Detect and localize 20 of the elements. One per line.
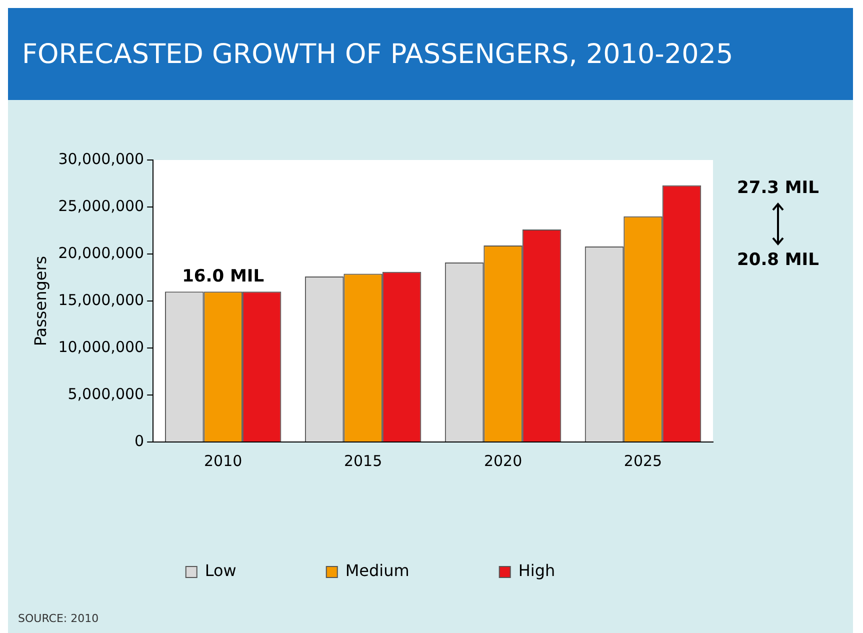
legend-label: Medium: [345, 561, 410, 580]
y-axis-title: Passengers: [30, 256, 50, 346]
annotation: 16.0 MIL: [182, 266, 264, 287]
x-tick-label: 2020: [484, 452, 522, 470]
y-tick-label: 10,000,000: [58, 338, 144, 356]
legend-label: High: [518, 561, 556, 580]
source-note: SOURCE: 2010: [17, 611, 100, 627]
chart-title: FORECASTED GROWTH OF PASSENGERS, 2010-2025: [8, 8, 853, 100]
y-tick-label: 30,000,000: [58, 150, 144, 168]
x-tick-label: 2010: [204, 452, 242, 470]
text: 27.3 MIL: [737, 178, 819, 198]
x-tick-label: 2025: [624, 452, 662, 470]
y-tick-label: 20,000,000: [58, 244, 144, 262]
text: 20.8 MIL: [737, 250, 819, 270]
legend-label: Low: [204, 561, 236, 580]
y-tick-label: 5,000,000: [68, 384, 144, 403]
y-tick-label: 0: [134, 432, 144, 450]
y-tick-label: 25,000,000: [58, 196, 144, 215]
x-tick-label: 2015: [344, 452, 382, 470]
y-tick-label: 15,000,000: [58, 290, 144, 309]
